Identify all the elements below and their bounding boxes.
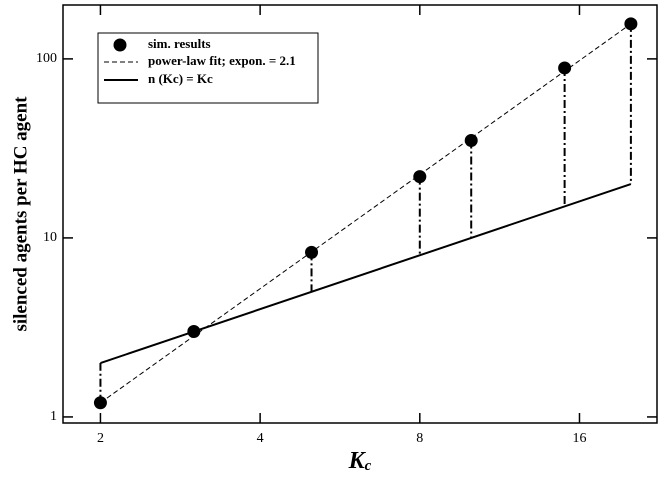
x-tick-label: 16 <box>572 431 586 446</box>
y-tick-label: 10 <box>43 230 57 245</box>
y-tick-label: 1 <box>50 409 57 424</box>
x-tick-label: 4 <box>257 431 264 446</box>
x-axis-label-sub: c <box>365 458 372 474</box>
legend-label: sim. results <box>148 36 211 51</box>
legend-label: power-law fit; expon. = 2.1 <box>148 53 296 68</box>
plot-frame <box>62 4 658 424</box>
y-axis-label: silenced agents per HC agent <box>10 96 31 332</box>
y-tick-label: 100 <box>36 51 57 66</box>
x-tick-label: 8 <box>416 431 423 446</box>
series-line <box>100 183 632 364</box>
x-tick-label: 2 <box>97 431 104 446</box>
legend-label: n (Kc) = Kc <box>148 71 213 86</box>
legend-marker <box>113 38 127 52</box>
data-point <box>413 170 427 184</box>
x-axis-label-main: K <box>348 448 367 474</box>
data-point <box>558 61 572 75</box>
legend-box <box>97 32 319 104</box>
x-axis-label: Kc <box>348 448 372 475</box>
series-line <box>100 23 632 404</box>
data-point <box>464 134 478 148</box>
